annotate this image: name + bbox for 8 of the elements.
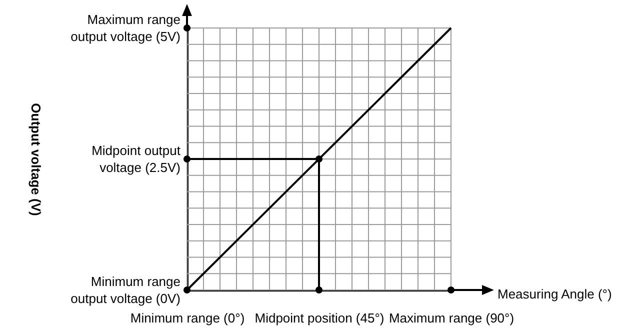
x-tick-label: Maximum range (90°): [388, 310, 514, 326]
y-tick-label: Maximum range output voltage (5V): [70, 12, 180, 44]
y-tick-label: Minimum range output voltage (0V): [70, 274, 180, 306]
x-tick-label: Minimum range (0°): [130, 310, 245, 326]
y-tick-label: Midpoint output voltage (2.5V): [92, 143, 181, 175]
y-axis-title: Output voltage (V): [28, 103, 44, 216]
x-tick-label: Midpoint position (45°): [254, 310, 384, 326]
x-axis-title: Measuring Angle (°): [498, 286, 612, 302]
